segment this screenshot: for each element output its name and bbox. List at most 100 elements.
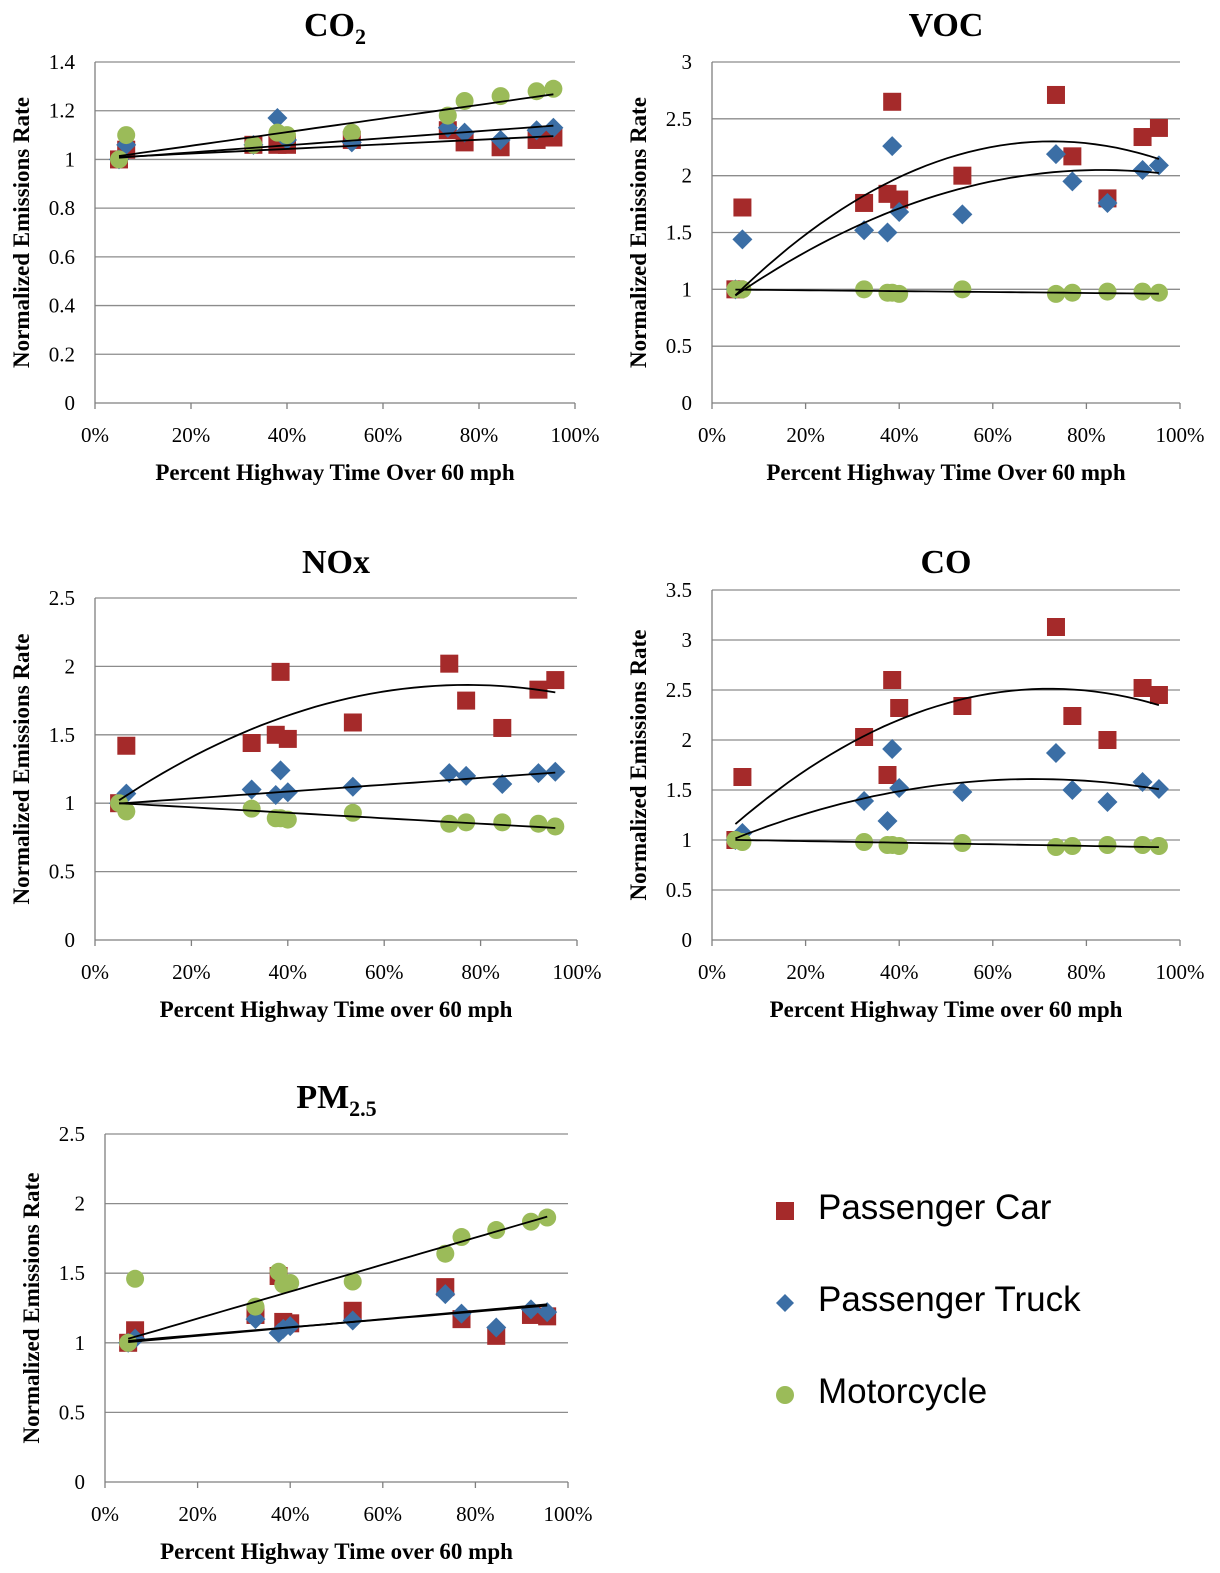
point-motorcycle: [343, 1272, 362, 1291]
point-motorcycle: [1133, 836, 1152, 854]
x-tick-label: 40%: [271, 1502, 310, 1526]
point-passenger-car: [1149, 118, 1168, 137]
point-passenger-car: [883, 92, 902, 111]
x-tick-label: 0%: [81, 423, 109, 447]
point-passenger-truck: [1045, 743, 1066, 763]
trendline-truck: [128, 1303, 548, 1343]
trendline-car: [118, 683, 556, 802]
y-tick-label: 1.5: [666, 221, 692, 245]
chart-title: PM2.5: [296, 1079, 376, 1121]
point-passenger-truck: [537, 1302, 558, 1323]
point-motorcycle: [1098, 282, 1117, 301]
x-tick-label: 80%: [1067, 960, 1106, 984]
point-motorcycle: [1098, 836, 1117, 854]
x-tick-label: 60%: [364, 1502, 403, 1526]
y-tick-label: 0.5: [49, 860, 75, 884]
chart-title: CO: [921, 544, 972, 581]
trendline-car: [118, 135, 554, 158]
point-passenger-car: [278, 729, 297, 748]
trendline-truck: [119, 771, 556, 805]
point-passenger-car: [1133, 128, 1152, 147]
point-motorcycle: [1149, 837, 1168, 855]
y-tick-label: 1.5: [666, 778, 692, 802]
legend-label: Motorcycle: [818, 1372, 988, 1411]
trendline-car: [734, 687, 1160, 825]
y-tick-label: 2: [75, 1192, 86, 1216]
point-passenger-car: [733, 198, 752, 217]
point-passenger-truck: [1132, 159, 1153, 180]
point-passenger-car: [855, 193, 874, 212]
point-motorcycle: [281, 1273, 300, 1292]
chart-panel: 0 0.5 1 1.5 2 2.5 0% 20% 40% 60% 80% 100% NOx Percent…: [9, 544, 602, 1022]
y-tick-label: 0.5: [666, 334, 692, 358]
y-tick-label: 2.5: [59, 1122, 85, 1146]
y-tick-label: 0.5: [59, 1400, 85, 1424]
trendline-truck: [734, 169, 1159, 297]
point-passenger-car: [1063, 707, 1082, 725]
legend-marker-diamond: [776, 1294, 794, 1312]
point-motorcycle: [529, 814, 548, 833]
y-tick-label: 0.4: [49, 294, 76, 318]
y-tick-label: 0.6: [49, 245, 75, 269]
point-passenger-car: [457, 691, 476, 710]
y-axis-label: Normalized Emissions Rate: [626, 630, 651, 901]
point-passenger-car: [1046, 85, 1065, 104]
trendline-moto: [119, 802, 556, 829]
point-motorcycle: [436, 1244, 455, 1263]
x-tick-label: 20%: [178, 1502, 217, 1526]
x-tick-label: 20%: [786, 423, 825, 447]
y-tick-label: 1.5: [49, 723, 75, 747]
point-motorcycle: [244, 135, 263, 154]
y-tick-label: 0.5: [666, 878, 692, 902]
y-tick-label: 0: [75, 1470, 86, 1494]
point-passenger-car: [883, 671, 902, 689]
point-passenger-truck: [545, 761, 566, 782]
trendline-moto: [735, 839, 1159, 848]
point-passenger-car: [242, 734, 261, 753]
legend-label: Passenger Truck: [818, 1280, 1081, 1319]
x-tick-label: 80%: [461, 960, 500, 984]
point-motorcycle: [452, 1228, 471, 1247]
point-passenger-truck: [543, 117, 564, 138]
x-tick-label: 20%: [786, 960, 825, 984]
point-motorcycle: [953, 280, 972, 299]
point-passenger-truck: [952, 204, 973, 225]
x-axis-label: Percent Highway Time over 60 mph: [160, 997, 513, 1022]
point-passenger-car: [117, 736, 136, 755]
point-passenger-truck: [439, 763, 460, 784]
x-axis-label: Percent Highway Time over 60 mph: [770, 997, 1123, 1022]
x-tick-label: 100%: [544, 1502, 593, 1526]
y-tick-label: 2: [65, 654, 76, 678]
x-axis-label: Percent Highway Time Over 60 mph: [766, 460, 1125, 485]
point-passenger-truck: [486, 1317, 507, 1338]
x-tick-label: 80%: [456, 1502, 495, 1526]
y-tick-label: 1.4: [49, 50, 76, 74]
point-passenger-car: [493, 718, 512, 737]
y-tick-label: 2: [682, 728, 693, 752]
x-tick-label: 60%: [974, 960, 1013, 984]
point-passenger-truck: [435, 1284, 456, 1305]
chart-panel: 0 0.2 0.4 0.6 0.8 1 1.2 1.4 0% 20% 40% 60% 80% 100% CO…: [9, 7, 600, 485]
point-passenger-truck: [877, 811, 898, 831]
point-passenger-car: [733, 768, 752, 786]
x-tick-label: 20%: [172, 960, 211, 984]
legend-marker-circle: [776, 1386, 794, 1404]
x-tick-label: 20%: [172, 423, 211, 447]
chart-title: CO2: [304, 7, 366, 49]
y-tick-label: 1: [65, 147, 76, 171]
y-tick-label: 1: [682, 277, 693, 301]
point-passenger-car: [890, 699, 909, 717]
point-passenger-truck: [1148, 779, 1169, 799]
y-tick-label: 2.5: [49, 586, 75, 610]
y-tick-label: 1: [682, 828, 693, 852]
point-passenger-car: [1063, 147, 1082, 166]
y-tick-label: 0: [65, 928, 76, 952]
y-tick-label: 3.5: [666, 578, 692, 602]
point-passenger-truck: [1097, 792, 1118, 812]
point-passenger-truck: [342, 1310, 363, 1331]
x-tick-label: 100%: [1156, 423, 1205, 447]
point-passenger-truck: [877, 222, 898, 243]
y-tick-label: 2: [682, 164, 693, 188]
point-motorcycle: [110, 150, 128, 169]
point-passenger-truck: [1062, 780, 1083, 800]
